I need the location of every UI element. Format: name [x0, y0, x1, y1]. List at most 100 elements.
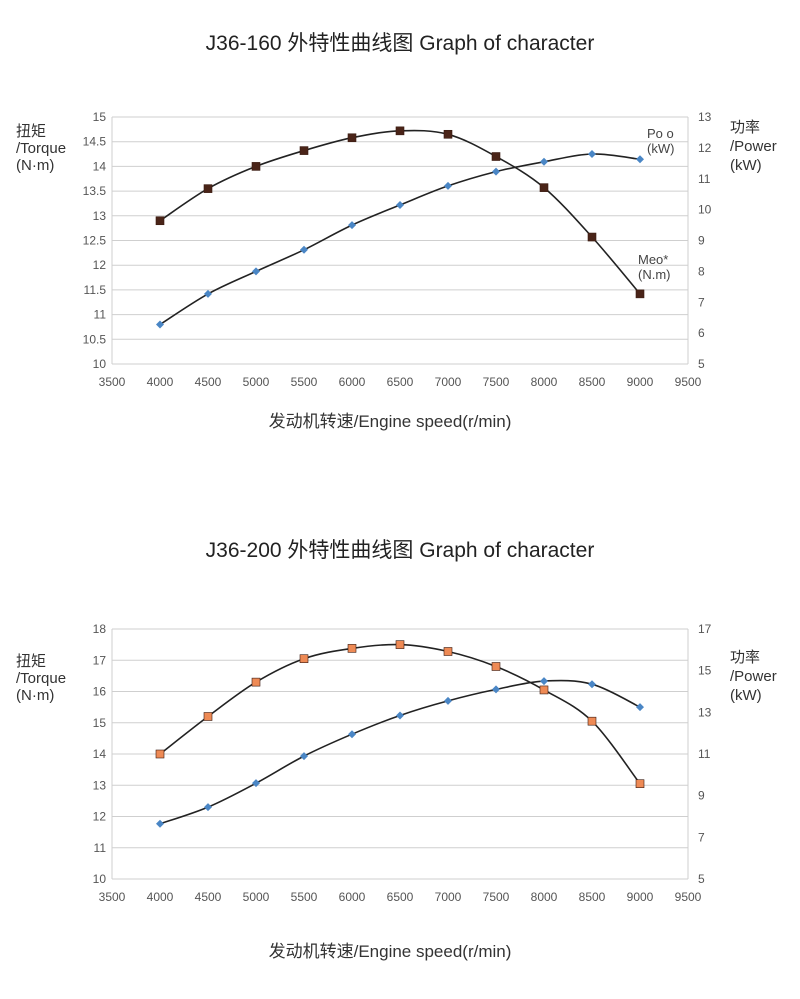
x-axis-label: 发动机转速/Engine speed(r/min)	[269, 412, 512, 431]
y-right-tick-label: 6	[698, 326, 705, 340]
x-tick-label: 5000	[243, 375, 270, 389]
x-tick-label: 4000	[147, 375, 174, 389]
data-point-square	[203, 712, 213, 721]
y-right-axis-label: 功率	[730, 119, 760, 136]
data-point-square	[539, 183, 549, 192]
y-right-tick-label: 5	[698, 357, 705, 371]
y-right-tick-label: 17	[698, 622, 712, 636]
y-left-tick-label: 13	[93, 778, 107, 792]
data-point-diamond	[396, 200, 404, 209]
y-right-tick-label: 7	[698, 295, 705, 309]
x-tick-label: 4000	[147, 890, 174, 904]
y-left-tick-label: 13	[93, 209, 107, 223]
y-right-tick-label: 11	[698, 172, 711, 186]
data-point-diamond	[540, 677, 548, 686]
data-point-diamond	[396, 711, 404, 720]
x-tick-label: 7000	[435, 890, 462, 904]
data-point-square	[443, 129, 453, 139]
data-point-diamond	[348, 730, 356, 739]
y-right-tick-label: 7	[698, 830, 705, 844]
data-point-square	[491, 152, 501, 161]
data-point-diamond	[636, 155, 644, 164]
chart-j36-160: J36-160 外特性曲线图 Graph of character 10 10.5 1…	[16, 32, 777, 431]
y-right-tick-label: 15	[698, 664, 712, 678]
series-line	[159, 679, 641, 825]
y-right-axis-label: (kW)	[730, 687, 762, 704]
y-left-tick-label: 14.5	[83, 135, 107, 149]
y-left-tick-label: 17	[93, 653, 107, 667]
data-point-diamond	[300, 245, 308, 254]
x-tick-label: 6000	[339, 375, 366, 389]
data-point-square	[251, 162, 261, 171]
data-point-square	[203, 184, 213, 193]
y-right-tick-label: 10	[698, 203, 712, 217]
x-tick-label: 9500	[675, 890, 702, 904]
data-point-square	[347, 133, 357, 143]
y-right-tick-label: 13	[698, 110, 712, 124]
x-tick-label: 4500	[195, 890, 222, 904]
x-tick-label: 7500	[483, 375, 510, 389]
data-point-square	[443, 647, 453, 656]
y-left-axis-label: 扭矩	[16, 653, 46, 670]
y-left-axis-label: (N·m)	[16, 687, 54, 704]
data-point-square	[299, 654, 309, 663]
y-right-axis-label: 功率	[730, 649, 760, 666]
y-right-tick-label: 9	[698, 789, 705, 803]
data-point-square	[155, 216, 165, 226]
series-line	[159, 129, 641, 295]
series-label: (kW)	[647, 141, 674, 156]
y-right-tick-label: 8	[698, 264, 705, 278]
y-left-axis-label: 扭矩	[16, 123, 46, 140]
y-left-tick-label: 13.5	[83, 184, 107, 198]
data-point-diamond	[156, 320, 164, 329]
data-point-diamond	[204, 803, 212, 812]
y-right-tick-label: 12	[698, 141, 712, 155]
y-left-tick-label: 11	[94, 308, 107, 322]
x-tick-label: 6000	[339, 890, 366, 904]
x-tick-label: 9000	[627, 890, 654, 904]
data-point-diamond	[588, 150, 596, 159]
x-tick-label: 4500	[195, 375, 222, 389]
x-tick-label: 7000	[435, 375, 462, 389]
data-point-diamond	[444, 181, 452, 190]
series-line	[159, 153, 641, 326]
data-point-square	[635, 289, 645, 299]
data-point-square	[587, 232, 597, 242]
y-left-tick-label: 16	[93, 685, 107, 699]
data-point-square	[395, 640, 405, 649]
y-right-axis-label: /Power	[730, 138, 777, 155]
data-point-diamond	[540, 157, 548, 166]
data-point-square	[347, 644, 357, 653]
data-point-diamond	[636, 703, 644, 712]
data-point-diamond	[252, 779, 260, 788]
chart-title: J36-160 外特性曲线图 Graph of character	[206, 32, 595, 55]
x-tick-label: 6500	[387, 375, 414, 389]
y-right-tick-label: 5	[698, 872, 705, 886]
data-point-diamond	[492, 685, 500, 694]
series-label: Po o	[647, 126, 674, 141]
x-tick-label: 7500	[483, 890, 510, 904]
y-left-tick-label: 15	[93, 716, 107, 730]
y-left-axis-label: (N·m)	[16, 157, 54, 174]
x-tick-label: 3500	[99, 375, 126, 389]
data-point-diamond	[252, 267, 260, 276]
x-tick-label: 8000	[531, 890, 558, 904]
x-tick-label: 9000	[627, 375, 654, 389]
data-point-diamond	[444, 696, 452, 705]
x-tick-label: 8500	[579, 890, 606, 904]
data-point-diamond	[156, 819, 164, 828]
data-point-square	[395, 126, 405, 136]
data-point-square	[299, 146, 309, 155]
data-point-diamond	[300, 752, 308, 761]
data-point-diamond	[348, 221, 356, 230]
data-point-square	[635, 779, 645, 788]
data-point-diamond	[204, 289, 212, 298]
y-right-tick-label: 9	[698, 234, 705, 248]
y-left-tick-label: 12	[93, 258, 107, 272]
series-label: Meo*	[638, 252, 668, 267]
y-left-tick-label: 10	[93, 357, 107, 371]
series-label: (N.m)	[638, 267, 671, 282]
data-point-square	[539, 685, 549, 695]
data-point-square	[491, 662, 501, 671]
x-tick-label: 5000	[243, 890, 270, 904]
